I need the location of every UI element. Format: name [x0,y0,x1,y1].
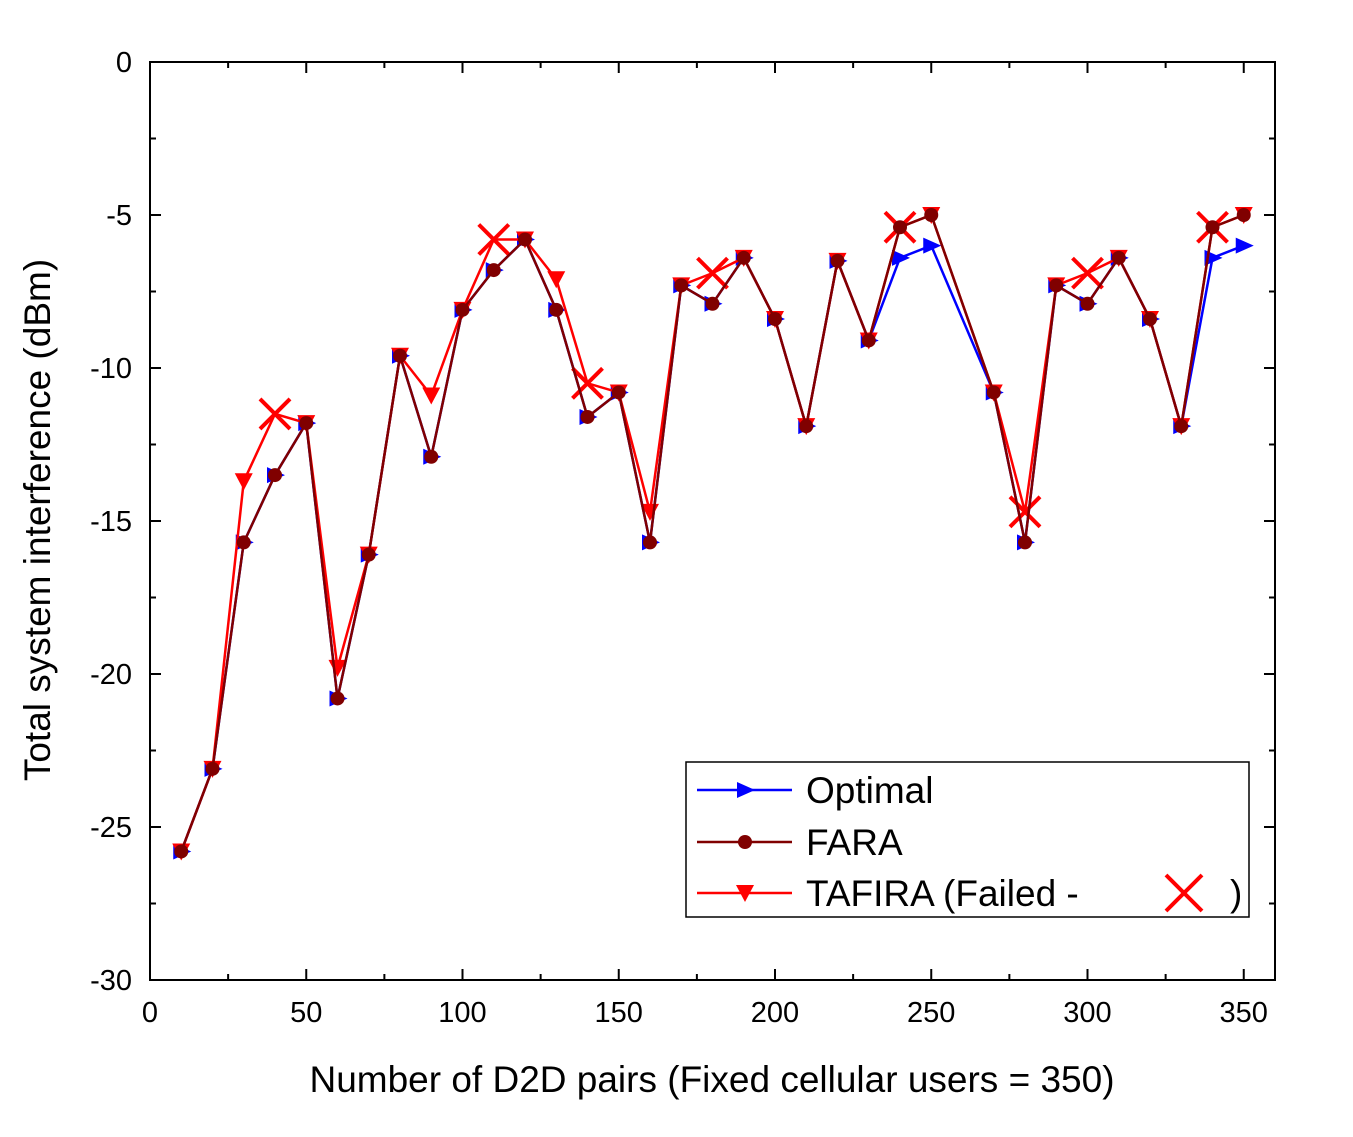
data-point [892,249,910,266]
data-point [518,232,532,247]
legend-marker [737,782,755,798]
legend-label: Optimal [806,770,933,811]
data-point [705,296,720,311]
data-point [236,535,251,550]
data-point [893,220,907,235]
y-tick-label: -15 [90,506,132,538]
series-line [180,213,1245,852]
data-point [1049,278,1064,293]
x-tick-label: 250 [907,997,955,1029]
failed-point-x [258,397,292,431]
data-point [299,416,314,431]
data-point [393,348,407,363]
legend-label: FARA [806,822,903,863]
data-point [861,333,876,348]
failed-point-x [571,366,604,400]
series-line [180,213,1245,852]
data-point [1143,312,1157,327]
data-point [361,547,376,562]
data-point [268,468,282,483]
failed-point-x [477,223,511,256]
data-point [547,271,566,289]
data-point [486,263,501,278]
failed-point-x [1071,256,1104,290]
x-stroke [696,256,729,290]
legend-label-suffix: ) [1230,873,1242,914]
y-tick-label: 0 [116,47,132,79]
data-point [799,419,814,434]
data-point [1080,296,1095,311]
series-fara [174,208,1251,859]
axes: 0 50 100 150 200 250 300 350 0 -5 -10 -15 -20 -25 -30 [90,47,1276,1029]
x-tick-label: 50 [290,997,322,1029]
y-tick-label: -5 [106,200,132,232]
data-point [768,312,782,327]
legend-marker [738,835,752,849]
x-tick-label: 300 [1063,997,1111,1029]
data-point [580,409,595,424]
data-point [424,449,439,464]
data-point [924,208,939,222]
x-axis-label: Number of D2D pairs (Fixed cellular user… [309,1059,1114,1100]
data-point [174,844,189,859]
y-tick-label: -20 [90,659,132,691]
data-point [736,250,751,265]
data-point [234,473,253,491]
failed-point-x [696,256,729,290]
data-point [1235,237,1254,254]
data-point [1236,208,1251,222]
data-point [830,253,845,268]
x-tick-label: 0 [142,997,158,1029]
x-stroke [1008,495,1042,529]
data-point [455,302,470,317]
legend-failed-x [1164,873,1204,913]
x-tick-label: 100 [438,997,486,1029]
series-layer [172,207,1254,861]
legend: Optimal FARA TAFIRA (Failed -) [685,761,1250,918]
data-point [986,385,1001,400]
x-tick-label: 350 [1220,997,1268,1029]
data-point [1205,220,1220,235]
data-point [1018,535,1032,550]
x-tick-label: 150 [595,997,643,1029]
y-tick-label: -25 [90,812,132,844]
legend-label: TAFIRA (Failed - [806,873,1079,914]
data-point [205,761,220,776]
legend-box [685,761,1250,918]
data-point [422,387,441,405]
x-tick-label: 200 [751,997,799,1029]
failed-point-x [1008,495,1042,529]
x-stroke [477,223,511,256]
data-point [1174,419,1189,434]
x-stroke [258,397,292,431]
legend-marker [736,885,754,902]
x-stroke [1071,256,1104,290]
data-point [643,535,657,550]
x-stroke [571,366,604,400]
y-tick-label: -10 [90,353,132,385]
data-point [611,385,626,400]
data-point [923,237,942,254]
y-axis-label: Total system interference (dBm) [17,259,58,781]
data-point [674,278,689,293]
data-point [330,691,345,706]
data-point [1111,250,1126,265]
data-point [549,302,564,317]
y-tick-label: -30 [90,965,132,997]
series-line [180,237,1245,852]
x-stroke [1164,873,1204,913]
